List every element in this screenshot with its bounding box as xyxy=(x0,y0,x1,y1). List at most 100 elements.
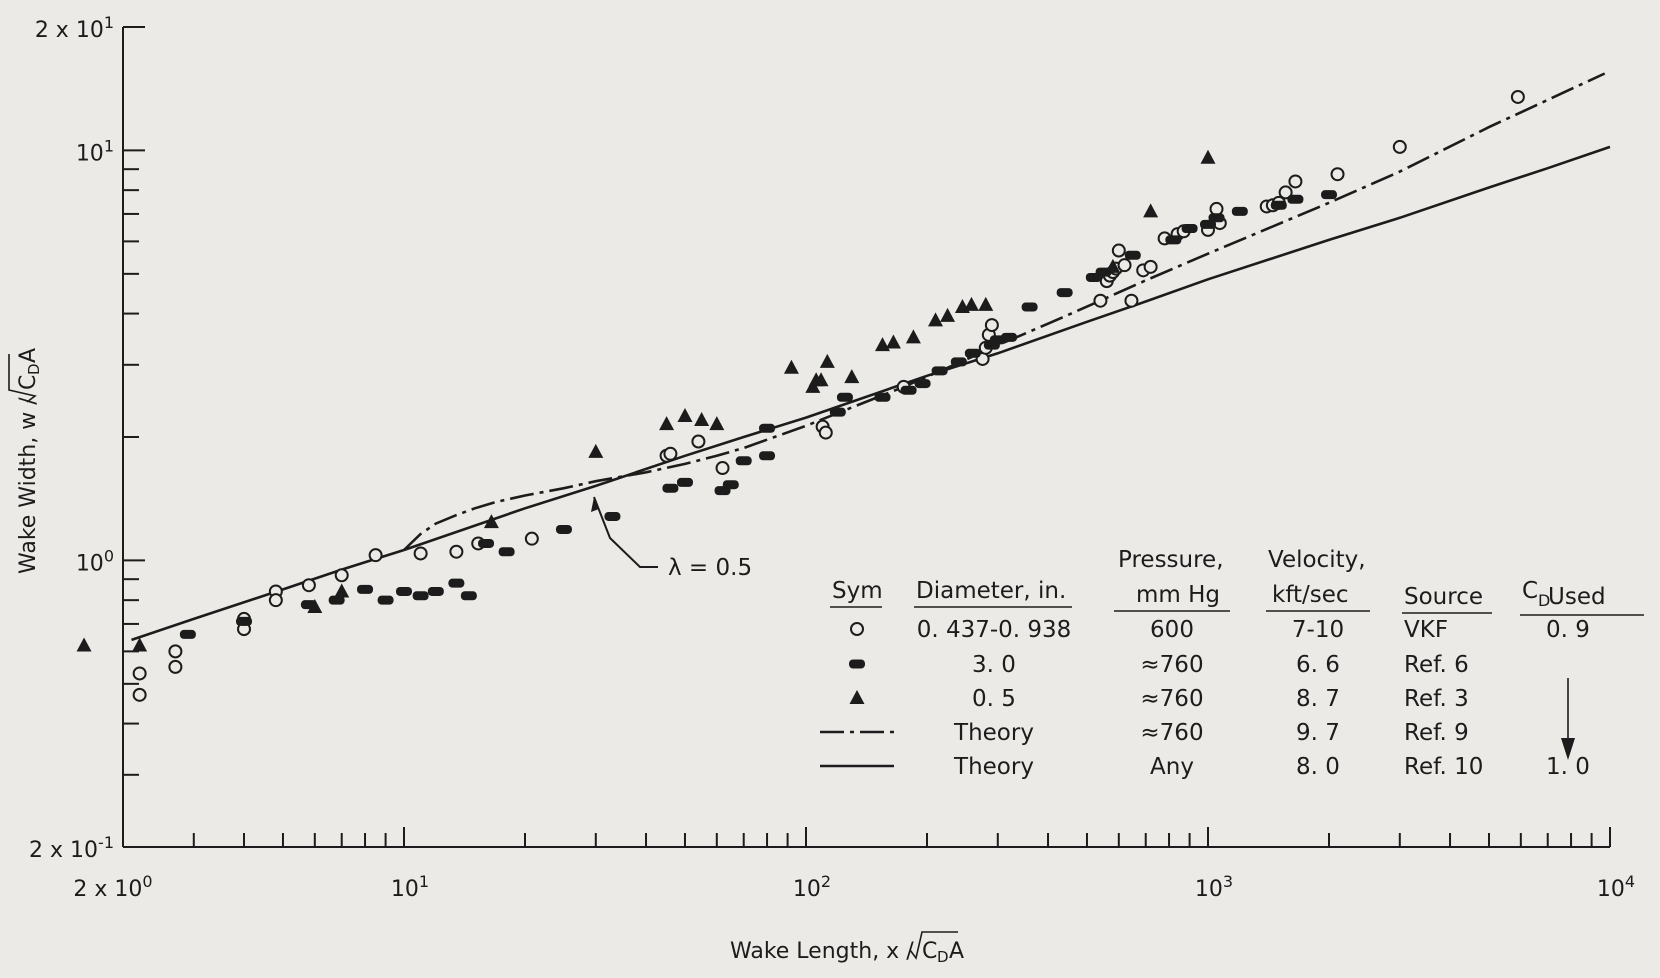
y-tick-label: 101 xyxy=(76,136,114,166)
x-axis-title-cd-sub: D xyxy=(937,948,949,966)
data-points xyxy=(76,89,1525,702)
y-axis-title: Wake Width, w / C D A xyxy=(8,348,43,574)
axis-ticks xyxy=(122,26,1611,848)
data-point-open-circle xyxy=(1143,259,1158,274)
data-point-open-circle xyxy=(1124,293,1139,308)
data-point-open-circle xyxy=(132,687,147,702)
legend-diameter-cell: Theory xyxy=(953,720,1034,746)
y-axis-title-cd: C xyxy=(16,375,41,390)
lambda-annotation: λ = 0.5 xyxy=(591,496,752,581)
theory-dash-dot-line xyxy=(403,72,1606,551)
axis-tick-labels: 2 x 100 101 102 103 104 2 x 10-1 100 101 2 x 101 xyxy=(29,13,1635,902)
legend-source-cell: Ref. 3 xyxy=(1404,686,1469,712)
data-point-filled-bar xyxy=(412,591,429,601)
data-point-filled-bar xyxy=(1021,302,1038,312)
data-point-open-circle xyxy=(334,568,349,583)
data-point-open-circle xyxy=(524,531,539,546)
theory-lines xyxy=(131,72,1611,642)
data-point-filled-bar xyxy=(950,357,967,367)
legend-marker-filled-bar xyxy=(849,659,865,669)
legend-pressure-cell: 600 xyxy=(1150,617,1194,643)
data-point-filled-bar xyxy=(460,591,477,601)
data-point-open-circle xyxy=(1510,89,1525,104)
data-point-open-circle xyxy=(984,318,999,333)
data-point-filled-bar xyxy=(357,584,374,594)
x-tick-label: 103 xyxy=(1195,872,1233,902)
data-point-open-circle xyxy=(1288,174,1303,189)
data-point-filled-bar xyxy=(328,595,345,605)
data-point-filled-bar xyxy=(874,392,891,402)
data-point-filled-triangle xyxy=(963,296,979,311)
data-point-filled-bar xyxy=(931,366,948,376)
data-point-open-circle xyxy=(301,578,316,593)
x-axis-title-radical xyxy=(909,931,958,960)
annotation-leader-line xyxy=(593,496,658,568)
lambda-label: λ = 0.5 xyxy=(668,555,752,581)
data-point-filled-triangle xyxy=(940,307,956,322)
y-axis-title-a: A xyxy=(16,348,41,363)
data-point-open-circle xyxy=(449,544,464,559)
legend: Sym Diameter, in. Pressure, mm Hg Veloci… xyxy=(820,547,1644,780)
data-point-filled-bar xyxy=(1270,200,1287,210)
data-point-open-circle xyxy=(168,644,183,659)
data-point-filled-bar xyxy=(377,595,394,605)
data-point-filled-triangle xyxy=(783,359,799,374)
legend-pressure-cell: ≈760 xyxy=(1140,720,1203,746)
axes xyxy=(122,27,1610,848)
data-point-filled-bar xyxy=(900,385,917,395)
data-point-open-circle xyxy=(1209,201,1224,216)
data-point-filled-bar xyxy=(448,578,465,588)
legend-header-velocity-2: kft/sec xyxy=(1272,582,1349,608)
data-point-filled-bar xyxy=(427,586,444,596)
legend-velocity-cell: 8. 7 xyxy=(1296,686,1340,712)
data-point-filled-bar xyxy=(759,423,776,433)
legend-header-cd: C xyxy=(1522,578,1538,604)
legend-header-cd-used: Used xyxy=(1548,584,1606,610)
x-axis-title-cd: C xyxy=(922,939,937,964)
legend-source-cell: VKF xyxy=(1404,617,1448,643)
data-point-filled-bar xyxy=(829,407,846,417)
data-point-filled-triangle xyxy=(709,416,725,431)
data-point-open-circle xyxy=(691,434,706,449)
legend-header-diameter: Diameter, in. xyxy=(916,578,1066,604)
data-point-filled-bar xyxy=(1181,224,1198,234)
legend-header-pressure-1: Pressure, xyxy=(1118,547,1224,573)
x-axis-title-text: Wake Length, x / xyxy=(730,939,914,964)
data-point-filled-bar xyxy=(1124,250,1141,260)
legend-pressure-cell: ≈760 xyxy=(1140,686,1203,712)
data-point-open-circle xyxy=(1111,243,1126,258)
legend-velocity-cell: 9. 7 xyxy=(1296,720,1340,746)
data-point-filled-bar xyxy=(964,348,981,358)
legend-diameter-cell: 0. 5 xyxy=(972,686,1016,712)
y-tick-label: 2 x 101 xyxy=(35,13,114,43)
x-axis-title-a: A xyxy=(949,939,964,964)
data-point-filled-bar xyxy=(1287,194,1304,204)
x-tick-label: 104 xyxy=(1597,872,1635,902)
data-point-filled-bar xyxy=(478,538,495,548)
data-point-filled-triangle xyxy=(659,416,675,431)
cd-range-arrowhead xyxy=(1561,738,1575,760)
data-point-filled-triangle xyxy=(844,369,860,384)
data-point-filled-triangle xyxy=(307,598,323,613)
data-point-open-circle xyxy=(1093,293,1108,308)
x-tick-label: 101 xyxy=(391,872,429,902)
y-tick-label: 2 x 10-1 xyxy=(29,833,114,863)
data-point-filled-triangle xyxy=(928,312,944,327)
data-point-filled-bar xyxy=(1231,206,1248,216)
data-point-filled-bar xyxy=(1208,213,1225,223)
y-axis-title-cd-sub: D xyxy=(25,363,43,375)
data-point-open-circle xyxy=(663,446,678,461)
x-axis-title: Wake Length, x / C D A xyxy=(730,931,964,966)
data-point-filled-triangle xyxy=(1105,258,1121,273)
data-point-filled-triangle xyxy=(483,514,499,529)
legend-rows: 0. 437-0. 938 600 7-10 VKF 0. 9 3. 0 ≈760 6. 6 R… xyxy=(820,617,1590,780)
data-point-filled-bar xyxy=(836,392,853,402)
legend-marker-open-circle xyxy=(850,622,864,636)
legend-velocity-cell: 8. 0 xyxy=(1296,754,1340,780)
data-point-filled-triangle xyxy=(76,637,92,652)
y-tick-label: 100 xyxy=(76,546,114,576)
data-point-filled-triangle xyxy=(978,296,994,311)
legend-pressure-cell: ≈760 xyxy=(1140,652,1203,678)
